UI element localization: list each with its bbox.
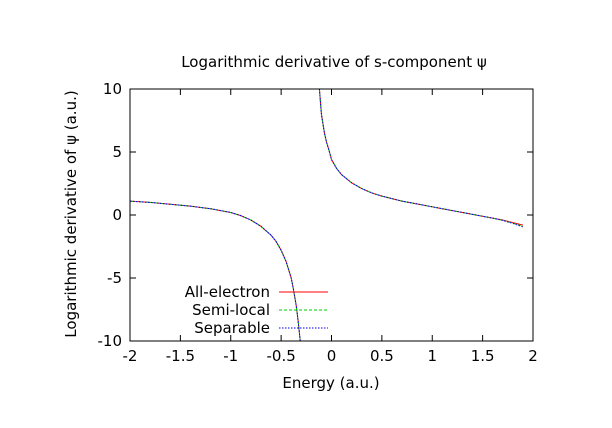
axis-ticks <box>129 88 534 342</box>
series-line-separable <box>129 200 301 342</box>
plot-frame <box>129 88 534 342</box>
series-line-semi-local <box>318 88 524 227</box>
x-tick-label: 1 <box>427 347 437 365</box>
x-tick-label: -1 <box>223 347 238 365</box>
axis-tick-labels: -2 -1.5 -1 -0.5 0 0.5 1 1.5 2 -10 -5 0 5 10 <box>98 80 538 365</box>
chart-title: Logarithmic derivative of s-component ψ <box>181 53 487 71</box>
y-tick-label: -10 <box>98 332 123 350</box>
y-tick-label: 5 <box>112 143 122 161</box>
legend-label: All-electron <box>185 283 270 301</box>
y-tick-label: 0 <box>112 206 122 224</box>
legend-label: Separable <box>194 319 270 337</box>
x-axis-title: Energy (a.u.) <box>282 374 379 392</box>
y-axis-title: Logarithmic derivative of ψ (a.u.) <box>62 90 80 337</box>
series-layer <box>129 88 524 342</box>
x-tick-label: -1.5 <box>166 347 195 365</box>
x-tick-label: 1.5 <box>471 347 495 365</box>
y-tick-label: 10 <box>103 80 122 98</box>
x-tick-label: 0 <box>327 347 337 365</box>
y-tick-label: -5 <box>107 269 122 287</box>
x-tick-label: -2 <box>123 347 138 365</box>
legend-label: Semi-local <box>192 301 270 319</box>
x-tick-label: -0.5 <box>266 347 295 365</box>
series-line-separable <box>318 88 524 228</box>
x-tick-label: 2 <box>528 347 538 365</box>
x-tick-label: 0.5 <box>370 347 394 365</box>
